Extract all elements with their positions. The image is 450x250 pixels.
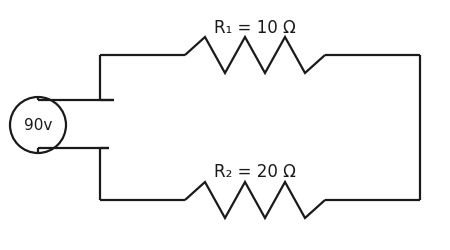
Text: 90v: 90v xyxy=(24,118,52,132)
Text: R₁ = 10 Ω: R₁ = 10 Ω xyxy=(214,19,296,37)
Text: R₂ = 20 Ω: R₂ = 20 Ω xyxy=(214,163,296,181)
